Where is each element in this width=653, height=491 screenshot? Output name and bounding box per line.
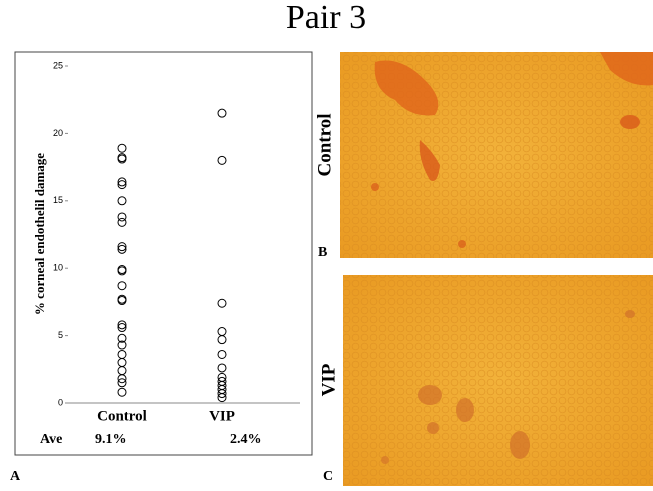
data-point <box>117 196 127 206</box>
data-point <box>217 335 227 345</box>
data-point <box>217 393 227 403</box>
y-tick-label: 20 <box>53 128 63 138</box>
data-point <box>117 212 127 222</box>
data-point <box>217 349 227 359</box>
y-tick-label: 25 <box>53 60 63 70</box>
data-point <box>117 374 127 384</box>
data-point <box>117 320 127 330</box>
y-tick-label: 5 <box>58 330 63 340</box>
image-caption: VIP <box>318 363 339 396</box>
y-tick-label: 0 <box>58 397 63 407</box>
data-point <box>117 244 127 254</box>
data-point <box>117 333 127 343</box>
data-point <box>117 154 127 164</box>
data-point <box>117 340 127 350</box>
data-point <box>217 108 227 118</box>
image-c <box>343 275 653 486</box>
data-point <box>117 349 127 359</box>
summary-label: Ave <box>40 432 62 447</box>
data-point <box>217 298 227 308</box>
y-tick-label: 15 <box>53 195 63 205</box>
data-point <box>117 378 127 388</box>
y-axis-label: % corneal endothelil damage <box>32 153 47 315</box>
data-point <box>117 387 127 397</box>
x-tick-label: VIP <box>209 408 235 424</box>
data-point <box>117 281 127 291</box>
summary-value: 9.1% <box>95 432 127 447</box>
image-caption: Control <box>314 114 335 177</box>
data-point <box>217 363 227 373</box>
panel-label: C <box>323 469 333 484</box>
data-point <box>117 177 127 187</box>
summary-value: 2.4% <box>230 432 262 447</box>
data-point <box>217 389 227 399</box>
data-point <box>117 217 127 227</box>
data-point <box>117 143 127 153</box>
chart-frame <box>14 51 313 456</box>
data-point <box>117 366 127 376</box>
data-point <box>217 327 227 337</box>
data-point <box>117 323 127 333</box>
data-point <box>117 242 127 252</box>
panel-label: B <box>318 245 327 260</box>
data-point <box>117 358 127 368</box>
figure-title: Pair 3 <box>286 0 366 36</box>
x-tick-label: Control <box>97 408 147 424</box>
data-point <box>217 155 227 165</box>
data-point <box>117 266 127 276</box>
data-point <box>117 180 127 190</box>
data-point <box>117 296 127 306</box>
image-b <box>340 52 653 258</box>
panel-label: A <box>10 469 21 484</box>
y-tick-label: 10 <box>53 263 63 273</box>
